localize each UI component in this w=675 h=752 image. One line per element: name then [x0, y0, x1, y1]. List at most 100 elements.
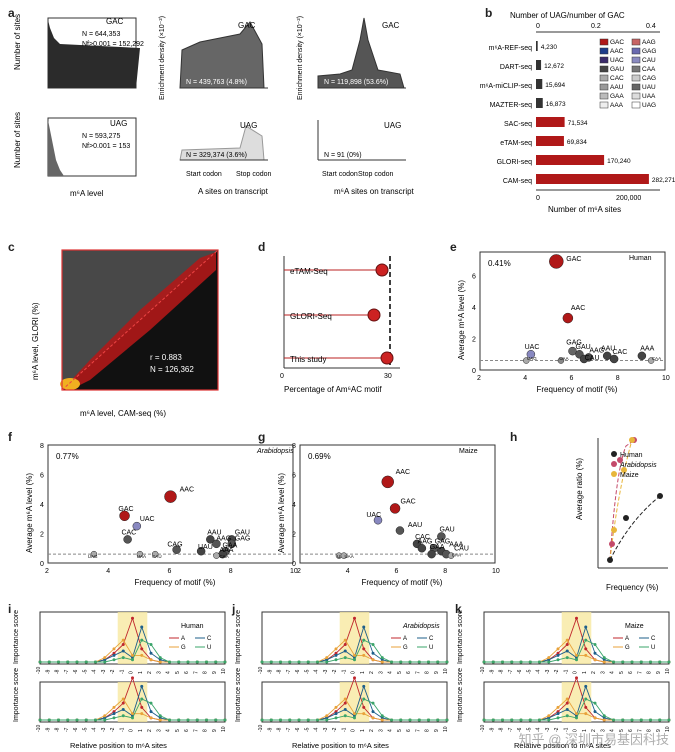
imp-2-1-pt-U-3	[510, 718, 514, 722]
imp-1-1-tick-5: -5	[304, 727, 310, 732]
imp-1-1-pt-U-2	[279, 718, 282, 722]
panel-label-e: e	[450, 240, 457, 254]
b-legend-gag: GAG	[642, 48, 656, 55]
imp-0-1-pt-U-5	[84, 718, 88, 722]
imp-0-0-tick-17: 7	[193, 671, 199, 674]
b-legend-swatch-8	[599, 74, 609, 82]
panel-label-b: b	[485, 6, 493, 20]
imp-2-0-tick-15: 5	[619, 671, 625, 674]
imp-2-1-tick-2: -8	[499, 727, 505, 732]
imp-1-1-pt-U-17	[417, 718, 421, 722]
e-point-UAA	[557, 357, 565, 364]
c-density-core	[60, 378, 80, 390]
panel-label-h: h	[510, 430, 518, 444]
imp-1-1-tick-19: 9	[434, 729, 440, 732]
imp-0-1-pt-U-11	[140, 697, 144, 701]
imp-0-1-pt-C-9	[121, 707, 125, 711]
imp-legend-2-G: G	[625, 645, 630, 651]
imp-2-0-pt-A-8	[556, 651, 560, 655]
imp-0-0-tick-9: -1	[119, 669, 125, 674]
h-legend-maize: Maize	[620, 472, 639, 479]
imp-2-0-pt-A-10	[575, 616, 578, 620]
b-bar-0	[536, 41, 538, 51]
imp-1-1-tick-17: 7	[415, 729, 421, 732]
imp-1-0-tick-16: 6	[406, 671, 412, 674]
imp-2-1-tick-3: -7	[508, 727, 514, 732]
f-label-CAU: CAU	[152, 554, 162, 559]
e-point-UAG	[523, 357, 530, 364]
b-bar-7	[536, 174, 649, 184]
imp-1-0-pt-U-2	[279, 660, 282, 664]
g-point-GAU	[437, 532, 446, 541]
gac-m6a-density	[317, 17, 405, 89]
imp-0-1-pt-U-4	[75, 718, 79, 722]
imp-1-1-ylabel: Importance score	[235, 668, 242, 722]
imp-0-0-tick-19: 9	[212, 671, 218, 674]
g-ytick-0: 0	[292, 561, 296, 568]
f-label-GAA: GAA	[223, 543, 238, 550]
imp-2-0-tick-3: -7	[508, 669, 514, 674]
imp-legend-2-A: A	[625, 636, 629, 642]
imp-2-1-pt-A-11	[584, 705, 588, 709]
imp-2-0-pt-U-19	[658, 660, 662, 664]
imp-2-1-pt-U-2	[501, 718, 504, 722]
g-xtick-4: 10	[492, 568, 500, 575]
gac-a-density	[179, 21, 265, 89]
imp-2-0-tick-13: 3	[600, 671, 606, 674]
f-point-CAA	[213, 552, 220, 559]
imp-0-0-tick-15: 5	[175, 671, 181, 674]
b-bottom-tick-0: 0	[536, 195, 540, 202]
imp-0-1-pt-U-15	[177, 718, 181, 722]
f-pct: 0.77%	[56, 452, 79, 461]
imp-1-1-tick-0: -10	[258, 725, 264, 732]
imp-0-1-pt-G-13	[158, 718, 162, 722]
imp-0-0-tick-3: -7	[64, 669, 70, 674]
e-point-GAG	[568, 346, 577, 356]
imp-0-1-pt-U-0	[38, 718, 42, 722]
imp-1-0-tick-2: -8	[277, 669, 283, 674]
imp-1-0-ylabel: Importance score	[235, 610, 242, 664]
h-curve-human	[609, 495, 661, 561]
imp-2-0-tick-12: 2	[591, 671, 597, 674]
imp-2-0-pt-A-11	[584, 647, 588, 651]
imp-2-1-pt-U-11	[584, 697, 588, 701]
imp-0-0-tick-7: -3	[101, 669, 107, 674]
h-legend-human: Human	[620, 452, 643, 459]
watermark: 知乎 @ 深圳市易基因科技	[518, 732, 669, 747]
b-bar-2	[536, 79, 543, 89]
imp-2-1-tick-9: -1	[563, 727, 569, 732]
imp-1-0-pt-U-12	[371, 642, 375, 646]
e-point-CAU	[579, 354, 589, 364]
imp-2-1-pt-U-0	[482, 718, 486, 722]
d-xlabel: Percentage of Am⁶AC motif	[284, 385, 382, 394]
imp-1-0-pt-G-12	[371, 658, 375, 662]
e-point-AAC	[562, 312, 574, 324]
b-legend-cau: CAU	[642, 57, 656, 64]
imp-1-1-pt-U-4	[297, 718, 301, 722]
imp-0-0-pt-G-13	[158, 660, 162, 664]
e-label-UAC: UAC	[525, 344, 540, 351]
imp-0-1-pt-U-13	[158, 714, 162, 718]
h-ylabel: Average ratio (%)	[575, 458, 584, 520]
b-count-0: 4,230	[541, 44, 558, 51]
imp-1-1-pt-U-0	[260, 718, 264, 722]
imp-1-1-pt-G-10	[353, 712, 356, 716]
imp-0-1-pt-A-10	[131, 676, 134, 680]
imp-2-1-ylabel: Importance score	[457, 668, 464, 722]
h-legend-arab: Arabidopsis	[619, 462, 657, 469]
f-point-UAA	[136, 550, 144, 558]
imp-0-1-pt-U-8	[112, 716, 116, 720]
e-pct: 0.41%	[488, 259, 511, 268]
e-xtick-3: 8	[616, 375, 620, 382]
imp-1-0-tick-3: -7	[286, 669, 292, 674]
f-point-AAC	[164, 490, 177, 503]
imp-0-0-pt-U-6	[94, 660, 97, 664]
e-label-CAC: CAC	[613, 349, 628, 356]
imp-1-1-tick-7: -3	[323, 727, 329, 732]
imp-2-0-pt-U-3	[510, 660, 514, 664]
f-label-GAG: GAG	[235, 535, 251, 542]
imp-2-1-tick-8: -2	[554, 727, 560, 732]
imp-2-1-tick-5: -5	[526, 727, 532, 732]
f-point-CAC	[123, 535, 132, 544]
imp-0-1-pt-C-7	[103, 716, 107, 720]
